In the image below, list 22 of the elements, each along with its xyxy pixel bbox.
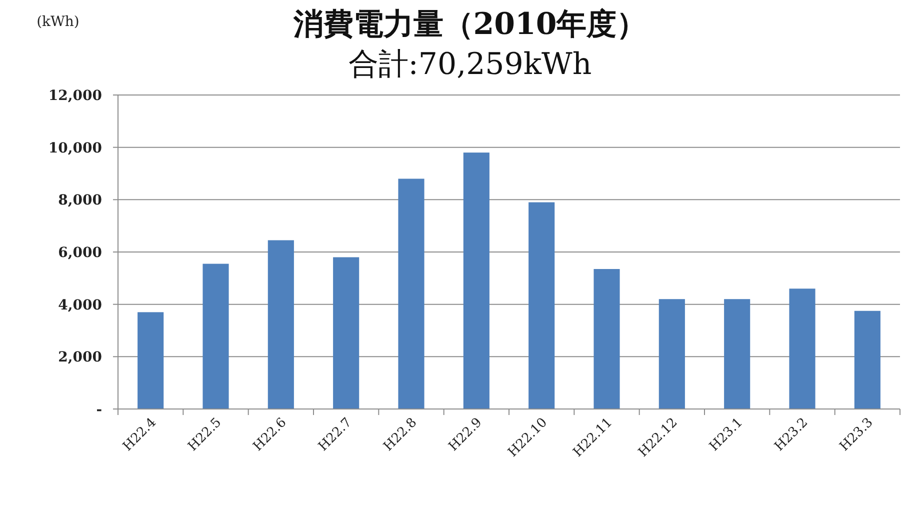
y-tick-label: 2,000 — [58, 350, 102, 366]
bar — [138, 312, 164, 409]
bar — [789, 288, 816, 409]
y-tick-label: 6,000 — [58, 245, 102, 261]
bar — [658, 299, 685, 409]
bar — [724, 299, 750, 409]
chart-title: 消費電力量（2010年度） — [292, 7, 647, 42]
bar — [594, 269, 620, 409]
y-tick-label: 10,000 — [48, 140, 102, 156]
bar — [854, 310, 880, 409]
y-tick-label: 12,000 — [48, 88, 102, 104]
y-tick-label: - — [96, 402, 102, 418]
bar — [398, 178, 424, 409]
bar — [333, 257, 360, 409]
chart-subtitle: 合計:70,259kWh — [348, 47, 592, 82]
y-tick-label: 8,000 — [58, 192, 102, 209]
y-tick-label: 4,000 — [58, 297, 102, 314]
bar — [268, 240, 294, 409]
bar — [528, 202, 555, 409]
bar — [463, 152, 490, 409]
y-axis-title: (kWh) — [36, 14, 80, 30]
bar — [202, 264, 229, 409]
